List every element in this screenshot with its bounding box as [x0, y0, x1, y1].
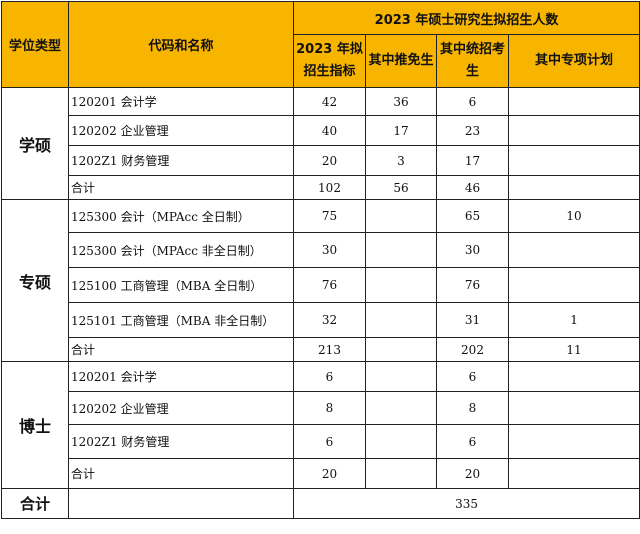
program-name: 1202Z1 财务管理 [68, 145, 294, 176]
exempt-cell [365, 267, 437, 303]
special-cell [507, 87, 640, 116]
quota-cell: 30 [293, 232, 366, 268]
quota-cell: 8 [293, 391, 366, 425]
exempt-cell: 3 [365, 145, 437, 176]
unified-cell: 65 [436, 199, 509, 233]
special-cell [507, 175, 640, 200]
subtotal-row: 合计 102 56 46 [2, 175, 640, 200]
table-row: 125300 会计（MPAcc 非全日制） 30 30 [2, 232, 640, 268]
special-cell [507, 115, 640, 146]
header-degree-type: 学位类型 [1, 1, 69, 88]
table-row: 125101 工商管理（MBA 非全日制） 32 31 1 [2, 302, 640, 338]
grand-total-row: 合计 335 [1, 488, 640, 519]
unified-cell: 17 [436, 145, 509, 176]
grand-total-blank [68, 488, 294, 519]
quota-cell: 20 [293, 145, 366, 176]
unified-cell: 46 [436, 175, 509, 200]
unified-cell: 202 [436, 337, 509, 362]
grand-total-value: 335 [292, 488, 640, 519]
quota-cell: 6 [293, 361, 366, 392]
unified-cell: 6 [436, 87, 509, 116]
program-name: 125300 会计（MPAcc 全日制） [68, 199, 294, 233]
header-group-title: 2023 年硕士研究生拟招生人数 [292, 1, 640, 35]
table-row: 1202Z1 财务管理 6 6 [2, 424, 640, 459]
quota-cell: 6 [293, 424, 366, 459]
special-cell [507, 267, 640, 303]
program-name: 125300 会计（MPAcc 非全日制） [68, 232, 294, 268]
quota-cell: 20 [293, 458, 366, 489]
quota-cell: 76 [293, 267, 366, 303]
quota-cell: 32 [293, 302, 366, 338]
grand-total-label: 合计 [1, 488, 69, 519]
unified-cell: 30 [436, 232, 509, 268]
enrollment-table: 学位类型 代码和名称 2023 年硕士研究生拟招生人数 2023 年拟招生指标 … [1, 1, 640, 519]
subtotal-row: 合计 213 202 11 [2, 337, 640, 362]
quota-cell: 102 [293, 175, 366, 200]
special-cell: 10 [507, 199, 640, 233]
special-cell [507, 361, 640, 392]
program-name: 125100 工商管理（MBA 全日制） [68, 267, 294, 303]
quota-cell: 40 [293, 115, 366, 146]
exempt-cell [365, 424, 437, 459]
table-row: 学硕 120201 会计学 42 36 6 [1, 87, 640, 200]
unified-cell: 6 [436, 424, 509, 459]
subtotal-label: 合计 [68, 337, 294, 362]
unified-cell: 23 [436, 115, 509, 146]
table-row: 120202 企业管理 40 17 23 [2, 115, 640, 146]
unified-cell: 76 [436, 267, 509, 303]
program-name: 120201 会计学 [68, 87, 294, 116]
header-exempt: 其中推免生 [365, 34, 437, 88]
subtotal-label: 合计 [68, 175, 294, 200]
degree-type-cell: 学硕 [1, 87, 69, 200]
unified-cell: 20 [436, 458, 509, 489]
program-name: 1202Z1 财务管理 [68, 424, 294, 459]
table-row: 125100 工商管理（MBA 全日制） 76 76 [2, 267, 640, 303]
quota-cell: 75 [293, 199, 366, 233]
quota-cell: 213 [293, 337, 366, 362]
exempt-cell [365, 232, 437, 268]
exempt-cell [365, 458, 437, 489]
exempt-cell: 36 [365, 87, 437, 116]
table-row: 博士 120201 会计学 6 6 [1, 361, 640, 489]
exempt-cell [365, 337, 437, 362]
unified-cell: 6 [436, 361, 509, 392]
header-code-name: 代码和名称 [68, 1, 294, 88]
subtotal-row: 合计 20 20 [2, 458, 640, 489]
header-quota: 2023 年拟招生指标 [293, 34, 366, 88]
header-unified: 其中统招考生 [436, 34, 509, 88]
program-name: 120202 企业管理 [68, 391, 294, 425]
program-name: 120202 企业管理 [68, 115, 294, 146]
special-cell: 11 [507, 337, 640, 362]
degree-type-cell: 博士 [1, 361, 69, 489]
degree-type-cell: 专硕 [1, 199, 69, 362]
table-row: 120202 企业管理 8 8 [2, 391, 640, 425]
special-cell [507, 391, 640, 425]
unified-cell: 8 [436, 391, 509, 425]
special-cell [507, 424, 640, 459]
exempt-cell [365, 391, 437, 425]
table-row: 专硕 125300 会计（MPAcc 全日制） 75 65 10 [1, 199, 640, 362]
special-cell [507, 458, 640, 489]
special-cell: 1 [507, 302, 640, 338]
quota-cell: 42 [293, 87, 366, 116]
special-cell [507, 145, 640, 176]
subtotal-label: 合计 [68, 458, 294, 489]
exempt-cell [365, 361, 437, 392]
header-special: 其中专项计划 [507, 34, 640, 88]
program-name: 120201 会计学 [68, 361, 294, 392]
unified-cell: 31 [436, 302, 509, 338]
special-cell [507, 232, 640, 268]
exempt-cell: 56 [365, 175, 437, 200]
program-name: 125101 工商管理（MBA 非全日制） [68, 302, 294, 338]
exempt-cell [365, 302, 437, 338]
exempt-cell: 17 [365, 115, 437, 146]
exempt-cell [365, 199, 437, 233]
table-row: 1202Z1 财务管理 20 3 17 [2, 145, 640, 176]
